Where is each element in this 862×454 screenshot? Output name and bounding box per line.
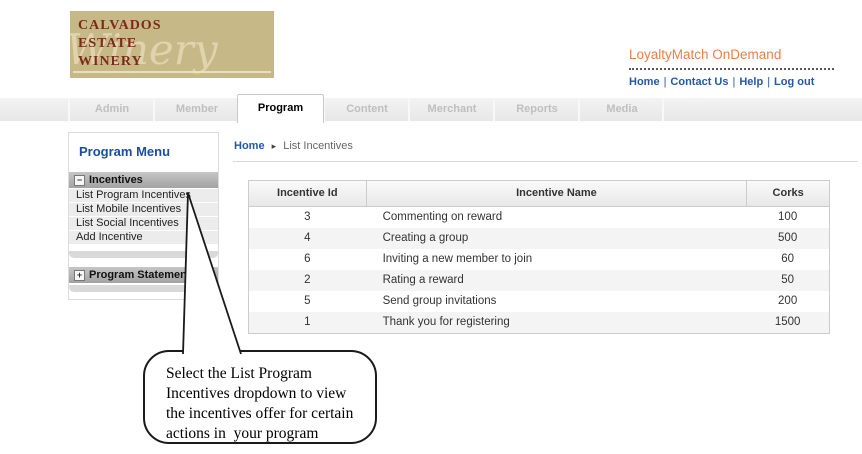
tab-program-active[interactable]: Program [237, 94, 324, 123]
tab-merchant[interactable]: Merchant [408, 98, 494, 121]
table-row: 3 Commenting on reward 100 [249, 207, 829, 228]
expand-plus-icon[interactable]: + [74, 269, 85, 281]
sidebar-item-add-incentive[interactable]: Add Incentive [69, 231, 218, 244]
cell-incentive-id: 4 [304, 232, 311, 244]
table-header-row: Incentive Id Incentive Name Corks [249, 181, 829, 207]
cell-incentive-name: Inviting a new member to join [382, 253, 533, 265]
cell-corks: 60 [781, 253, 795, 265]
sidebar-section-incentives[interactable]: − Incentives [69, 172, 218, 188]
logout-link[interactable]: Log out [774, 76, 815, 88]
sidebar-item-list-social-incentives[interactable]: List Social Incentives [69, 217, 218, 230]
cell-corks: 200 [778, 295, 798, 307]
breadcrumb: Home ▸ List Incentives [234, 140, 353, 152]
sidebar-section-label: Program Statement [89, 269, 191, 281]
cell-incentive-name: Rating a reward [382, 274, 464, 286]
table-row: 4 Creating a group 500 [249, 228, 829, 249]
annotation-callout-tail [182, 192, 242, 355]
home-link[interactable]: Home [629, 76, 660, 88]
product-name: LoyaltyMatch OnDemand [629, 47, 782, 62]
table-row: 1 Thank you for registering 1500 [249, 312, 829, 333]
content-divider [233, 161, 858, 162]
link-separator: | [767, 76, 771, 88]
cell-incentive-id: 6 [304, 253, 311, 265]
table-row: 2 Rating a reward 50 [249, 270, 829, 291]
winery-logo: Winery CALVADOS ESTATE WINERY [70, 11, 274, 78]
tab-bar-endcap [662, 98, 664, 121]
tab-reports[interactable]: Reports [493, 98, 579, 121]
link-separator: | [732, 76, 736, 88]
sidebar-item-list-program-incentives[interactable]: List Program Incentives [69, 189, 218, 202]
cell-corks: 1500 [774, 316, 801, 328]
cell-incentive-id: 2 [304, 274, 311, 286]
main-nav-bar: Admin Member Content Merchant Reports Me… [0, 94, 862, 123]
tab-member[interactable]: Member [153, 98, 239, 121]
cell-corks: 100 [778, 211, 798, 223]
sidebar-section-program-statement[interactable]: + Program Statement [69, 267, 218, 283]
sidebar-item-list-mobile-incentives[interactable]: List Mobile Incentives [69, 203, 218, 216]
tab-content[interactable]: Content [323, 98, 409, 121]
sidebar-section-label: Incentives [89, 174, 143, 186]
logo-underline [73, 71, 271, 73]
cell-corks: 500 [778, 232, 798, 244]
column-header-corks[interactable]: Corks [746, 181, 829, 206]
logo-line-2: ESTATE [78, 36, 138, 51]
program-menu-title: Program Menu [79, 144, 171, 159]
dotted-divider [629, 64, 834, 70]
breadcrumb-current: List Incentives [283, 140, 353, 152]
annotation-text: Select the List Program Incentives dropd… [166, 365, 354, 442]
cell-corks: 50 [781, 274, 795, 286]
tab-admin[interactable]: Admin [68, 98, 154, 121]
cell-incentive-name: Send group invitations [382, 295, 497, 307]
logo-script-text: Winery [70, 25, 218, 74]
breadcrumb-arrow-icon: ▸ [271, 141, 277, 151]
cell-incentive-name: Thank you for registering [382, 316, 510, 328]
annotation-callout-bubble: Select the List Program Incentives dropd… [143, 350, 377, 444]
incentives-table: Incentive Id Incentive Name Corks 3 Comm… [248, 180, 830, 334]
sidebar-group-footer [69, 251, 218, 258]
contact-us-link[interactable]: Contact Us [670, 76, 729, 88]
logo-line-1: CALVADOS [78, 18, 162, 33]
collapse-minus-icon[interactable]: − [74, 174, 85, 186]
column-header-incentive-id[interactable]: Incentive Id [277, 187, 338, 199]
cell-incentive-id: 1 [304, 316, 311, 328]
help-link[interactable]: Help [739, 76, 764, 88]
column-header-incentive-name[interactable]: Incentive Name [365, 181, 747, 206]
cell-incentive-name: Commenting on reward [382, 211, 503, 223]
breadcrumb-home-link[interactable]: Home [234, 140, 265, 152]
logo-line-3: WINERY [78, 54, 143, 69]
cell-incentive-id: 3 [304, 211, 311, 223]
cell-incentive-name: Creating a group [382, 232, 469, 244]
table-row: 5 Send group invitations 200 [249, 291, 829, 312]
link-separator: | [663, 76, 667, 88]
cell-incentive-id: 5 [304, 295, 311, 307]
logo-wordmark: CALVADOS ESTATE WINERY [78, 17, 161, 71]
table-row: 6 Inviting a new member to join 60 [249, 249, 829, 270]
utility-links: Home | Contact Us | Help | Log out [629, 76, 814, 88]
tab-media[interactable]: Media [578, 98, 664, 121]
sidebar-group-footer [69, 285, 218, 292]
